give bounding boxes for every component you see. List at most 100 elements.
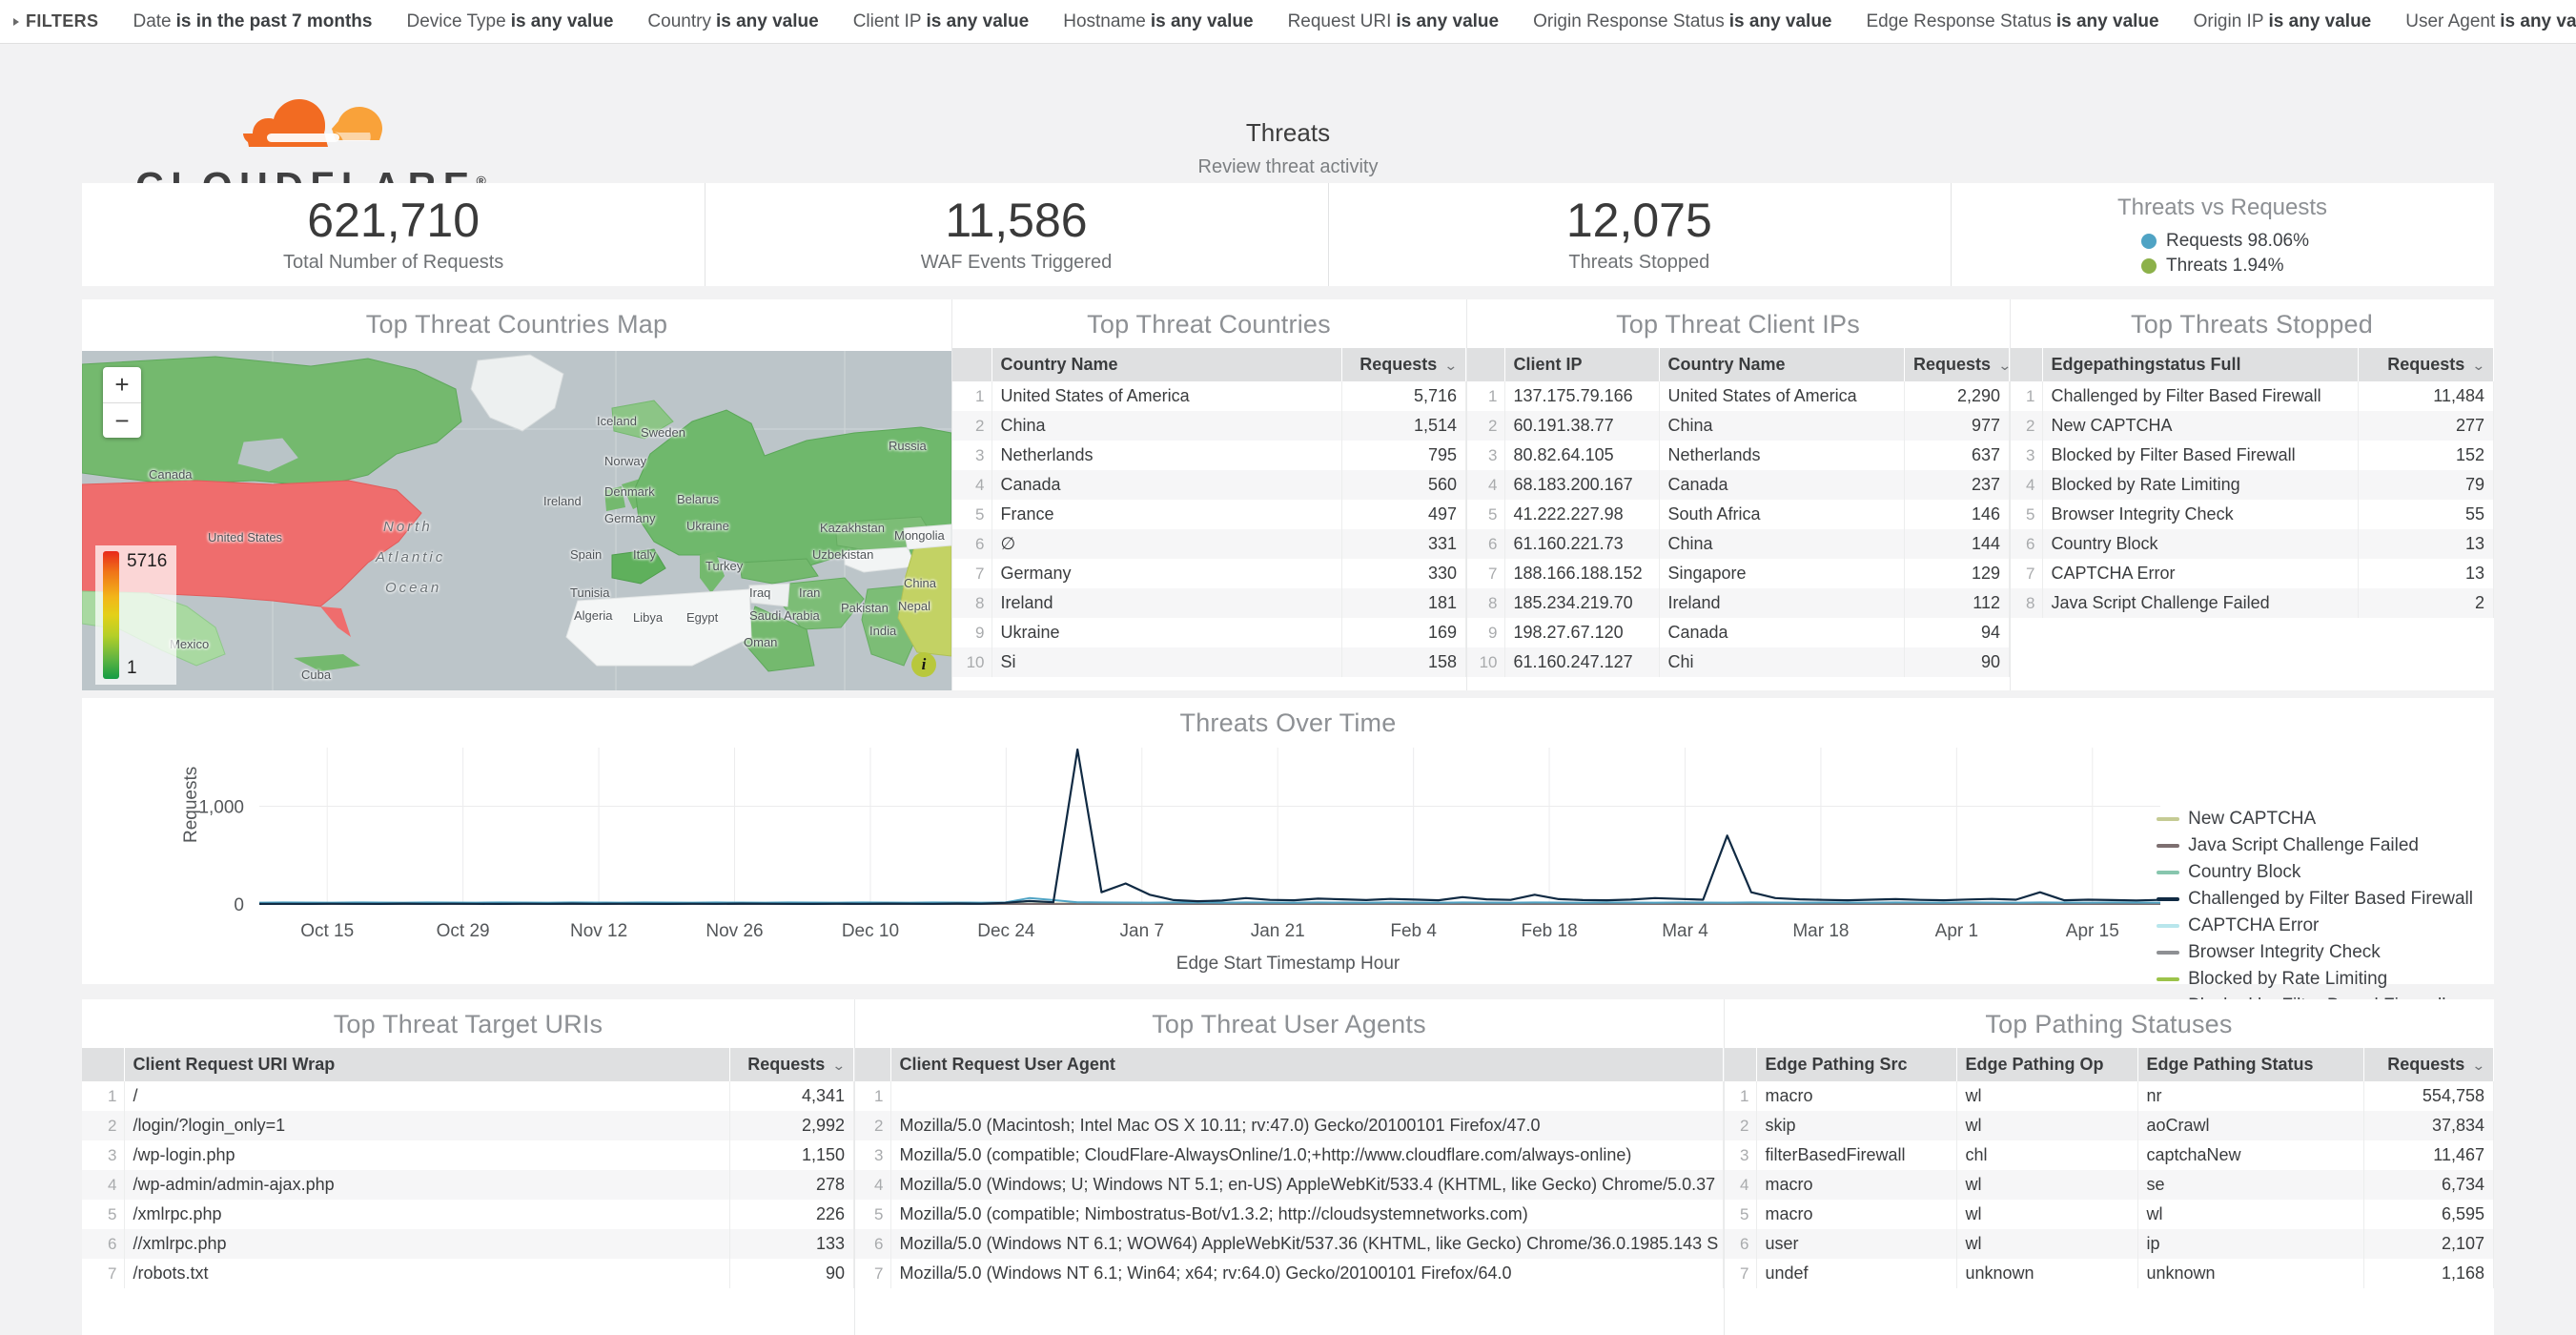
- filter-value[interactable]: is in the past 7 months: [175, 10, 373, 31]
- table-row[interactable]: 2 Mozilla/5.0 (Macintosh; Intel Mac OS X …: [854, 1111, 1724, 1140]
- table-row[interactable]: 1 137.175.79.166 United States of America 2…: [1466, 381, 2010, 411]
- row-index: 7: [951, 559, 992, 588]
- column-header-client-request-uri-wrap[interactable]: Client Request URI Wrap: [124, 1048, 730, 1081]
- filter-chip-origin-response-status[interactable]: Origin Response Status is any value: [1533, 11, 1831, 31]
- table-row[interactable]: 2/login/?login_only=1 2,992: [82, 1111, 854, 1140]
- table-row[interactable]: 5 Mozilla/5.0 (compatible; Nimbostratus-B…: [854, 1200, 1724, 1229]
- filter-chip-origin-ip[interactable]: Origin IP is any value: [2194, 11, 2372, 31]
- table-row[interactable]: 3 Blocked by Filter Based Firewall 152: [2010, 441, 2494, 470]
- table-row[interactable]: 4 68.183.200.167 Canada 237: [1466, 470, 2010, 500]
- table-row[interactable]: 1 Challenged by Filter Based Firewall 11,4…: [2010, 381, 2494, 411]
- table-row[interactable]: 5 Browser Integrity Check 55: [2010, 500, 2494, 529]
- map-zoom-in-button[interactable]: +: [114, 370, 130, 399]
- column-header-requests[interactable]: Requests⌄: [1904, 348, 2010, 381]
- column-header-edge-pathing-op[interactable]: Edge Pathing Op: [1956, 1048, 2138, 1081]
- column-header-country-name[interactable]: Country Name: [992, 348, 1342, 381]
- map-zoom-out-button[interactable]: −: [103, 402, 141, 438]
- chart-legend-item[interactable]: Country Block: [2157, 862, 2473, 883]
- table-row[interactable]: 4 Canada 560: [951, 470, 1466, 500]
- table-row[interactable]: 8 185.234.219.70 Ireland 112: [1466, 588, 2010, 618]
- table-row[interactable]: 2 skip wl aoCrawl 37,834: [1724, 1111, 2494, 1140]
- column-header-edge-pathing-status[interactable]: Edge Pathing Status: [2137, 1048, 2364, 1081]
- filter-value[interactable]: is any value: [510, 10, 614, 31]
- chart-legend-item[interactable]: Browser Integrity Check: [2157, 942, 2473, 963]
- table-row[interactable]: 7 undef unknown unknown 1,168: [1724, 1259, 2494, 1288]
- filters-toggle[interactable]: FILTERS: [13, 11, 98, 31]
- table-row[interactable]: 6 61.160.221.73 China 144: [1466, 529, 2010, 559]
- chart-legend-item[interactable]: New CAPTCHA: [2157, 809, 2473, 830]
- threats-over-time-chart[interactable]: 0 1,000 Oct 15 Oct 29 Nov 12 Nov 26 Dec 10 Dec …: [82, 740, 2494, 984]
- table-row[interactable]: 8 Ireland 181: [951, 588, 1466, 618]
- info-icon[interactable]: i: [911, 652, 936, 677]
- filter-value[interactable]: is any value: [1150, 10, 1254, 31]
- table-row[interactable]: 5 France 497: [951, 500, 1466, 529]
- filter-chip-hostname[interactable]: Hostname is any value: [1063, 11, 1253, 31]
- table-row[interactable]: 1 United States of America 5,716: [951, 381, 1466, 411]
- chart-legend-item[interactable]: Java Script Challenge Failed: [2157, 835, 2473, 856]
- map-zoom-controls[interactable]: + −: [103, 367, 141, 438]
- table-row[interactable]: 7 CAPTCHA Error 13: [2010, 559, 2494, 588]
- table-row[interactable]: 6 ∅ 331: [951, 529, 1466, 559]
- table-row[interactable]: 3 filterBasedFirewall chl captchaNew 11,467: [1724, 1140, 2494, 1170]
- client-ip-requests: 129: [1904, 559, 2010, 588]
- chart-legend-item[interactable]: CAPTCHA Error: [2157, 915, 2473, 936]
- table-row[interactable]: 6 Mozilla/5.0 (Windows NT 6.1; WOW64) App…: [854, 1229, 1724, 1259]
- column-header-country-name[interactable]: Country Name: [1659, 348, 1905, 381]
- table-row[interactable]: 4/wp-admin/admin-ajax.php 278: [82, 1170, 854, 1200]
- filter-value[interactable]: is any value: [1728, 10, 1832, 31]
- filter-chip-request-uri[interactable]: Request URI is any value: [1288, 11, 1500, 31]
- table-row[interactable]: 3 80.82.64.105 Netherlands 637: [1466, 441, 2010, 470]
- column-header-requests[interactable]: Requests⌄: [2358, 348, 2494, 381]
- map-canvas[interactable]: Canada United States Mexico Cuba Iceland…: [82, 351, 951, 690]
- table-row[interactable]: 3 Mozilla/5.0 (compatible; CloudFlare-Alw…: [854, 1140, 1724, 1170]
- table-row[interactable]: 7 Mozilla/5.0 (Windows NT 6.1; Win64; x64…: [854, 1259, 1724, 1288]
- table-row[interactable]: 9 198.27.67.120 Canada 94: [1466, 618, 2010, 647]
- table-row[interactable]: 8 Java Script Challenge Failed 2: [2010, 588, 2494, 618]
- table-row[interactable]: 2 60.191.38.77 China 977: [1466, 411, 2010, 441]
- table-row[interactable]: 1: [854, 1081, 1724, 1111]
- table-row[interactable]: 5 macro wl wl 6,595: [1724, 1200, 2494, 1229]
- table-row[interactable]: 3/wp-login.php 1,150: [82, 1140, 854, 1170]
- filter-value[interactable]: is any value: [2268, 10, 2372, 31]
- table-row[interactable]: 4 Mozilla/5.0 (Windows; U; Windows NT 5.1…: [854, 1170, 1724, 1200]
- table-row[interactable]: 1/4,341: [82, 1081, 854, 1111]
- table-row[interactable]: 3 Netherlands 795: [951, 441, 1466, 470]
- filter-value[interactable]: is any value: [2055, 10, 2159, 31]
- column-header-client-ip[interactable]: Client IP: [1504, 348, 1660, 381]
- column-header-requests[interactable]: Requests⌄: [729, 1048, 854, 1081]
- chart-legend-item[interactable]: Challenged by Filter Based Firewall: [2157, 889, 2473, 910]
- table-row[interactable]: 6 user wl ip 2,107: [1724, 1229, 2494, 1259]
- threat-requests: 55: [2358, 500, 2494, 529]
- table-row[interactable]: 1 macro wl nr 554,758: [1724, 1081, 2494, 1111]
- filter-chip-date[interactable]: Date is in the past 7 months: [133, 11, 372, 31]
- table-row[interactable]: 7 188.166.188.152 Singapore 129: [1466, 559, 2010, 588]
- table-row[interactable]: 2 New CAPTCHA 277: [2010, 411, 2494, 441]
- table-row[interactable]: 7/robots.txt 90: [82, 1259, 854, 1288]
- column-header-requests[interactable]: Requests⌄: [1341, 348, 1466, 381]
- filter-value[interactable]: is any value: [2500, 10, 2576, 31]
- filter-chip-device-type[interactable]: Device Type is any value: [406, 11, 613, 31]
- table-row[interactable]: 4 macro wl se 6,734: [1724, 1170, 2494, 1200]
- filter-value[interactable]: is any value: [926, 10, 1030, 31]
- filter-chip-country[interactable]: Country is any value: [647, 11, 818, 31]
- filter-chip-client-ip[interactable]: Client IP is any value: [853, 11, 1030, 31]
- filter-value[interactable]: is any value: [715, 10, 819, 31]
- table-row[interactable]: 5 41.222.227.98 South Africa 146: [1466, 500, 2010, 529]
- table-row[interactable]: 9 Ukraine 169: [951, 618, 1466, 647]
- filter-chip-edge-response-status[interactable]: Edge Response Status is any value: [1867, 11, 2159, 31]
- table-row[interactable]: 2 China 1,514: [951, 411, 1466, 441]
- table-row[interactable]: 5/xmlrpc.php 226: [82, 1200, 854, 1229]
- column-header-edge-pathing-src[interactable]: Edge Pathing Src: [1756, 1048, 1957, 1081]
- table-row[interactable]: 6//xmlrpc.php 133: [82, 1229, 854, 1259]
- table-row[interactable]: 10 61.160.247.127 Chi 90: [1466, 647, 2010, 677]
- column-header-edgepathingstatus-full[interactable]: Edgepathingstatus Full: [2042, 348, 2359, 381]
- table-row[interactable]: 10 Si 158: [951, 647, 1466, 677]
- filter-value[interactable]: is any value: [1396, 10, 1500, 31]
- column-header-client-request-user-agent[interactable]: Client Request User Agent: [890, 1048, 1724, 1081]
- table-row[interactable]: 7 Germany 330: [951, 559, 1466, 588]
- table-row[interactable]: 6 Country Block 13: [2010, 529, 2494, 559]
- chart-legend-item[interactable]: Blocked by Rate Limiting: [2157, 969, 2473, 990]
- column-header-requests[interactable]: Requests⌄: [2363, 1048, 2494, 1081]
- table-row[interactable]: 4 Blocked by Rate Limiting 79: [2010, 470, 2494, 500]
